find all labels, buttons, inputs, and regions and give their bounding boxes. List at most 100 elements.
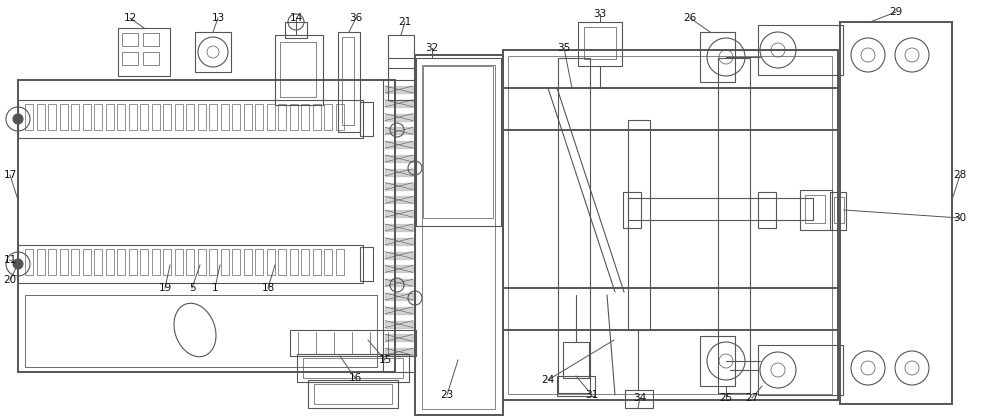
- Bar: [209, 104, 217, 130]
- Bar: [36, 104, 44, 130]
- Bar: [758, 192, 776, 228]
- Text: 27: 27: [745, 393, 759, 403]
- Bar: [175, 249, 182, 275]
- Bar: [18, 100, 363, 138]
- Text: 35: 35: [557, 43, 571, 53]
- Bar: [700, 32, 735, 82]
- Bar: [388, 35, 414, 100]
- Text: 30: 30: [953, 213, 967, 223]
- Bar: [285, 22, 307, 38]
- Bar: [186, 249, 194, 275]
- Bar: [422, 65, 495, 409]
- Text: 11: 11: [3, 255, 17, 265]
- Bar: [290, 330, 416, 356]
- Bar: [266, 104, 274, 130]
- Bar: [82, 249, 90, 275]
- Bar: [198, 104, 206, 130]
- Bar: [623, 192, 641, 228]
- Bar: [800, 190, 832, 230]
- Bar: [415, 55, 503, 415]
- Bar: [140, 249, 148, 275]
- Text: 1: 1: [212, 283, 218, 293]
- Bar: [220, 249, 228, 275]
- Bar: [503, 288, 838, 330]
- Text: 13: 13: [211, 13, 225, 23]
- Bar: [60, 104, 68, 130]
- Bar: [163, 249, 171, 275]
- Bar: [275, 35, 323, 105]
- Bar: [758, 25, 843, 75]
- Bar: [118, 28, 170, 76]
- Circle shape: [13, 114, 23, 124]
- Bar: [71, 104, 79, 130]
- Bar: [314, 384, 392, 404]
- Bar: [416, 58, 501, 226]
- Bar: [700, 336, 735, 386]
- Bar: [94, 249, 102, 275]
- Bar: [232, 249, 240, 275]
- Bar: [244, 249, 252, 275]
- Bar: [140, 104, 148, 130]
- Bar: [128, 249, 136, 275]
- Text: 17: 17: [3, 170, 17, 180]
- Bar: [290, 249, 298, 275]
- Bar: [117, 249, 125, 275]
- Bar: [625, 390, 653, 408]
- Text: 23: 23: [440, 390, 454, 400]
- Bar: [220, 104, 228, 130]
- Bar: [503, 50, 838, 400]
- Bar: [336, 104, 344, 130]
- Text: 29: 29: [889, 7, 903, 17]
- Bar: [324, 104, 332, 130]
- Bar: [324, 249, 332, 275]
- Bar: [18, 245, 363, 283]
- Text: 19: 19: [158, 283, 172, 293]
- Bar: [336, 249, 344, 275]
- Text: 31: 31: [585, 390, 599, 400]
- Bar: [312, 104, 320, 130]
- Bar: [312, 249, 320, 275]
- Bar: [278, 104, 286, 130]
- Bar: [122, 52, 138, 65]
- Bar: [128, 104, 136, 130]
- Bar: [106, 104, 114, 130]
- Bar: [301, 104, 309, 130]
- Bar: [122, 33, 138, 46]
- Text: 36: 36: [349, 13, 363, 23]
- Circle shape: [13, 259, 23, 269]
- Text: 16: 16: [348, 373, 362, 383]
- Bar: [758, 345, 843, 395]
- Text: 33: 33: [593, 9, 607, 19]
- Bar: [152, 249, 160, 275]
- Bar: [18, 80, 395, 372]
- Text: 20: 20: [3, 275, 17, 285]
- Bar: [25, 104, 33, 130]
- Bar: [840, 22, 952, 404]
- Bar: [186, 104, 194, 130]
- Bar: [152, 104, 160, 130]
- Bar: [143, 52, 159, 65]
- Bar: [106, 249, 114, 275]
- Text: 32: 32: [425, 43, 439, 53]
- Bar: [303, 358, 403, 378]
- Bar: [584, 27, 616, 59]
- Text: 14: 14: [289, 13, 303, 23]
- Bar: [48, 249, 56, 275]
- Bar: [278, 249, 286, 275]
- Bar: [718, 58, 750, 393]
- Bar: [25, 295, 377, 367]
- Text: 24: 24: [541, 375, 555, 385]
- Bar: [338, 32, 360, 132]
- Bar: [563, 342, 589, 378]
- Bar: [36, 249, 44, 275]
- Bar: [232, 104, 240, 130]
- Bar: [423, 66, 493, 218]
- Bar: [25, 249, 33, 275]
- Bar: [297, 354, 409, 382]
- Bar: [71, 249, 79, 275]
- Bar: [805, 195, 825, 223]
- Bar: [503, 88, 838, 130]
- Bar: [578, 22, 622, 66]
- Bar: [301, 249, 309, 275]
- Text: 25: 25: [719, 393, 733, 403]
